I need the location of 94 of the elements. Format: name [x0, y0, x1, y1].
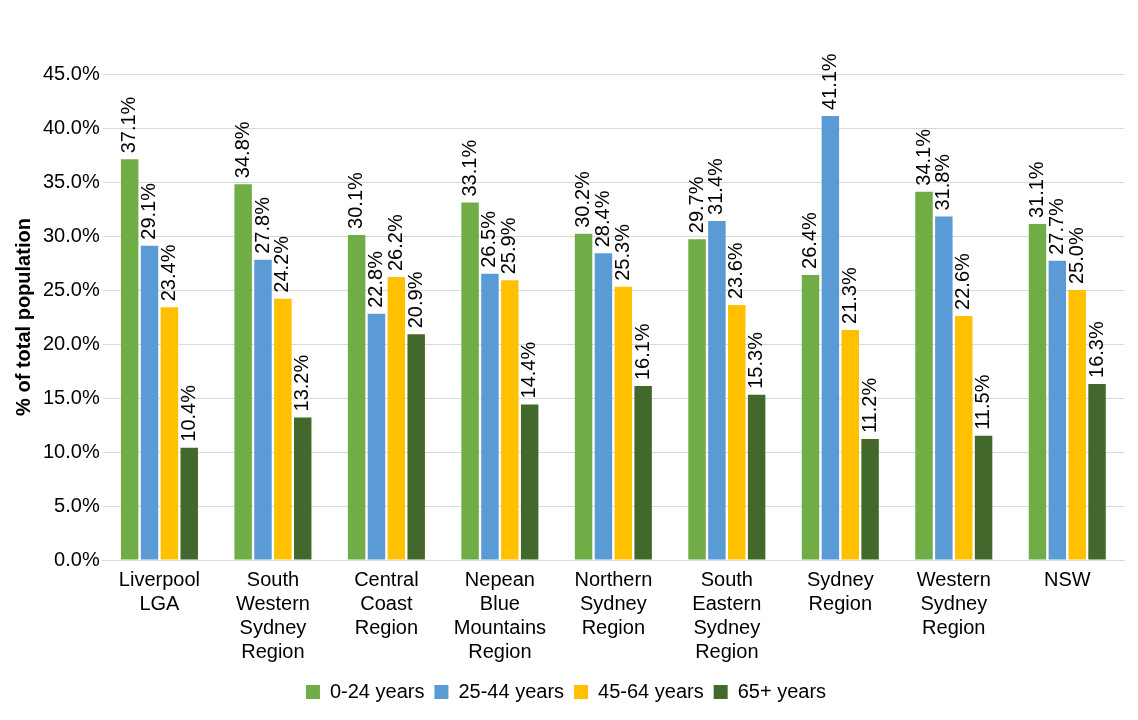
data-label: 34.8%	[230, 121, 253, 179]
data-label: 25.0%	[1064, 227, 1087, 284]
bar	[915, 191, 933, 560]
bar	[688, 239, 706, 560]
data-label: 21.3%	[837, 267, 860, 324]
data-label: 26.2%	[383, 214, 406, 272]
legend-label: 45-64 years	[598, 679, 704, 702]
x-tick-label: Central Coast Region	[354, 567, 419, 638]
data-label: 16.1%	[630, 323, 653, 381]
bar	[1088, 383, 1106, 560]
bar	[274, 298, 292, 560]
data-label: 13.2%	[290, 354, 313, 412]
data-label: 25.9%	[497, 217, 520, 275]
x-tick-label: Northern Sydney Region	[574, 567, 653, 638]
y-tick-label: 20.0%	[42, 331, 100, 354]
data-label: 29.1%	[137, 182, 160, 240]
bar	[1068, 290, 1086, 560]
data-label: 25.3%	[610, 223, 633, 281]
bar	[461, 202, 479, 560]
data-label: 15.3%	[744, 331, 767, 389]
bar	[347, 234, 366, 560]
data-label: 26.5%	[477, 210, 500, 268]
bar	[974, 435, 993, 560]
bar	[954, 315, 973, 560]
bar	[574, 233, 593, 560]
bar	[841, 329, 859, 560]
x-tick-label: Liverpool LGA	[118, 567, 201, 614]
data-label: 22.6%	[951, 252, 974, 310]
data-label: 14.4%	[517, 341, 540, 399]
x-tick-label: Western Sydney Region	[916, 567, 991, 638]
data-label: 27.8%	[250, 196, 273, 254]
data-label: 34.1%	[911, 128, 934, 186]
data-label: 16.3%	[1084, 321, 1107, 378]
data-label: 29.7%	[684, 176, 707, 234]
data-label: 24.2%	[270, 235, 293, 293]
y-tick-label: 30.0%	[42, 223, 100, 246]
y-tick-label: 35.0%	[42, 169, 100, 192]
bar	[728, 305, 746, 560]
x-tick-label: South Eastern Sydney Region	[692, 567, 762, 662]
y-tick-label: 40.0%	[42, 115, 100, 138]
legend-label: 0-24 years	[329, 679, 425, 702]
bar	[234, 184, 252, 560]
bar	[861, 439, 879, 560]
data-label: 37.1%	[117, 96, 140, 154]
data-label: 31.4%	[704, 157, 727, 215]
data-label: 20.9%	[403, 271, 426, 329]
data-label: 33.1%	[457, 139, 480, 197]
legend-label: 25-44 years	[458, 679, 565, 702]
data-label: 11.5%	[971, 374, 994, 430]
data-label: 30.1%	[344, 171, 367, 229]
data-label: 26.4%	[798, 211, 821, 269]
x-tick-label: South Western Sydney Region	[235, 567, 310, 662]
y-tick-label: 5.0%	[54, 493, 100, 516]
bar	[520, 404, 539, 560]
bar	[140, 245, 159, 560]
bar	[367, 313, 386, 560]
bar	[1028, 224, 1047, 560]
data-label: 23.4%	[156, 244, 179, 302]
x-tick-label: Sydney Region	[806, 567, 874, 614]
bar	[801, 274, 820, 560]
data-label: 11.2%	[857, 377, 880, 434]
bar	[708, 220, 726, 560]
data-label: 41.1%	[817, 53, 840, 111]
x-tick-label: NSW	[1043, 567, 1091, 590]
bar	[293, 417, 312, 560]
bar	[160, 307, 179, 560]
bar	[1048, 260, 1067, 560]
y-axis-title: % of total population	[11, 218, 34, 416]
bar	[407, 334, 425, 560]
bar	[180, 447, 198, 560]
y-tick-label: 15.0%	[42, 385, 100, 408]
bar	[387, 277, 406, 560]
bar	[481, 273, 499, 560]
data-label: 22.8%	[363, 250, 386, 308]
y-tick-label: 25.0%	[42, 277, 100, 300]
bar	[614, 286, 633, 560]
y-tick-label: 0.0%	[54, 547, 100, 570]
data-label: 27.7%	[1044, 197, 1067, 255]
bar	[634, 386, 652, 560]
data-label: 31.1%	[1024, 161, 1047, 219]
data-label: 10.4%	[176, 384, 199, 442]
bar	[747, 394, 766, 560]
y-tick-label: 45.0%	[42, 61, 100, 84]
data-label: 23.6%	[724, 242, 747, 300]
bar	[935, 216, 953, 560]
y-tick-label: 10.0%	[42, 439, 100, 462]
data-label: 31.8%	[931, 153, 954, 211]
bar	[120, 159, 139, 560]
bar	[821, 116, 840, 560]
bar	[254, 259, 272, 560]
bar	[501, 280, 519, 560]
x-tick-label: Nepean Blue Mountains Region	[453, 567, 547, 662]
bar	[594, 253, 613, 560]
legend-label: 65+ years	[737, 679, 827, 702]
